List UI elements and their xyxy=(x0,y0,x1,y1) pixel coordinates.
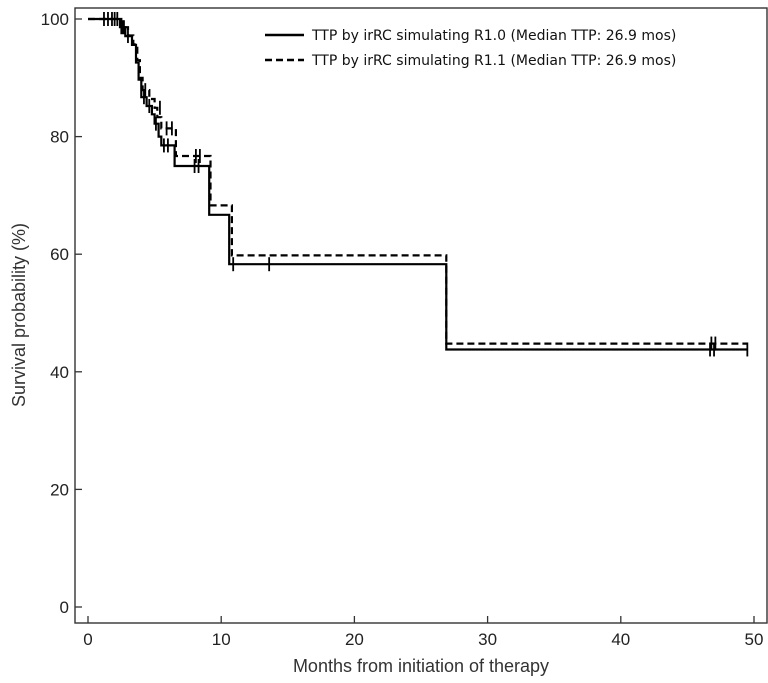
y-tick-label-60: 60 xyxy=(50,245,69,264)
y-axis-label: Survival probability (%) xyxy=(9,223,29,407)
x-tick-label-40: 40 xyxy=(611,630,630,649)
x-tick-label-50: 50 xyxy=(745,630,764,649)
x-tick-label-0: 0 xyxy=(83,630,92,649)
y-tick-label-40: 40 xyxy=(50,363,69,382)
y-tick-label-20: 20 xyxy=(50,480,69,499)
legend: TTP by irRC simulating R1.0 (Median TTP:… xyxy=(265,28,676,69)
x-axis-label: Months from initiation of therapy xyxy=(293,656,549,676)
y-tick-label-100: 100 xyxy=(41,10,69,29)
censor-marks xyxy=(103,12,749,357)
series-line-2 xyxy=(88,17,748,345)
x-tick-label-20: 20 xyxy=(345,630,364,649)
y-tick-label-0: 0 xyxy=(60,598,69,617)
curves xyxy=(88,17,748,351)
legend-label-series-2: TTP by irRC simulating R1.1 (Median TTP:… xyxy=(311,53,676,69)
x-tick-label-30: 30 xyxy=(478,630,497,649)
axes xyxy=(74,7,768,624)
y-tick-label-80: 80 xyxy=(50,128,69,147)
x-tick-label-10: 10 xyxy=(212,630,231,649)
series-line-1 xyxy=(88,17,748,351)
plot-frame xyxy=(74,7,768,624)
legend-label-series-1: TTP by irRC simulating R1.0 (Median TTP:… xyxy=(311,28,676,44)
ticks: 0 10 20 30 40 50 0 20 40 60 80 100 xyxy=(41,10,764,649)
